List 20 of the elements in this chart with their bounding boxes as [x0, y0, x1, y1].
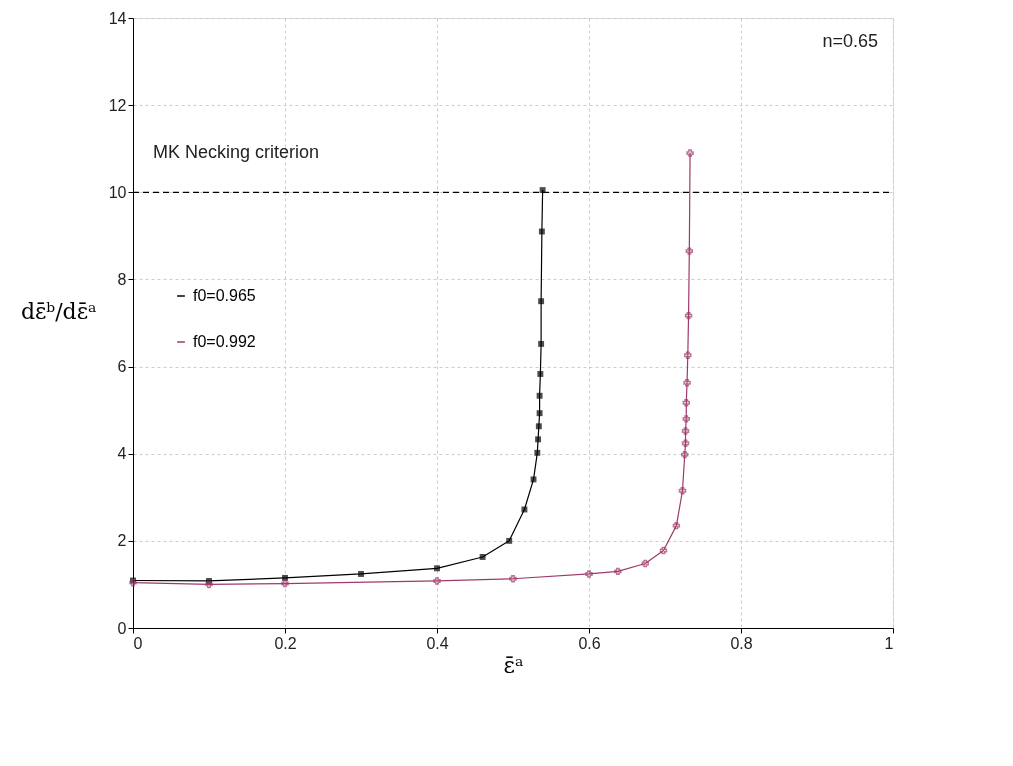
- x-tick-label: 1: [884, 634, 894, 652]
- legend-label: f0=0.965: [193, 287, 256, 304]
- x-tick-label: 0.8: [730, 634, 753, 652]
- y-tick-label: 6: [117, 358, 127, 376]
- y-tick-label: 8: [117, 270, 127, 288]
- y-tick-label: 0: [117, 619, 127, 637]
- y-tick-label: 10: [108, 183, 127, 201]
- y-tick-label: 12: [108, 96, 127, 114]
- y-tick-label: 14: [108, 9, 127, 27]
- x-tick-label: 0: [133, 634, 143, 652]
- ref-line-label: MK Necking criterion: [153, 142, 320, 163]
- annotation: n=0.65: [822, 31, 878, 51]
- y-tick-label: 2: [117, 532, 127, 550]
- x-axis-title: ε̄ᵃ: [503, 652, 524, 678]
- y-tick-label: 4: [117, 445, 127, 463]
- y-axis-title: dε̄ᵇ/dε̄ᵃ: [20, 298, 97, 324]
- x-tick-label: 0.6: [578, 634, 601, 652]
- x-tick-label: 0.4: [426, 634, 449, 652]
- x-tick-label: 0.2: [274, 634, 297, 652]
- legend-label: f0=0.992: [193, 333, 256, 350]
